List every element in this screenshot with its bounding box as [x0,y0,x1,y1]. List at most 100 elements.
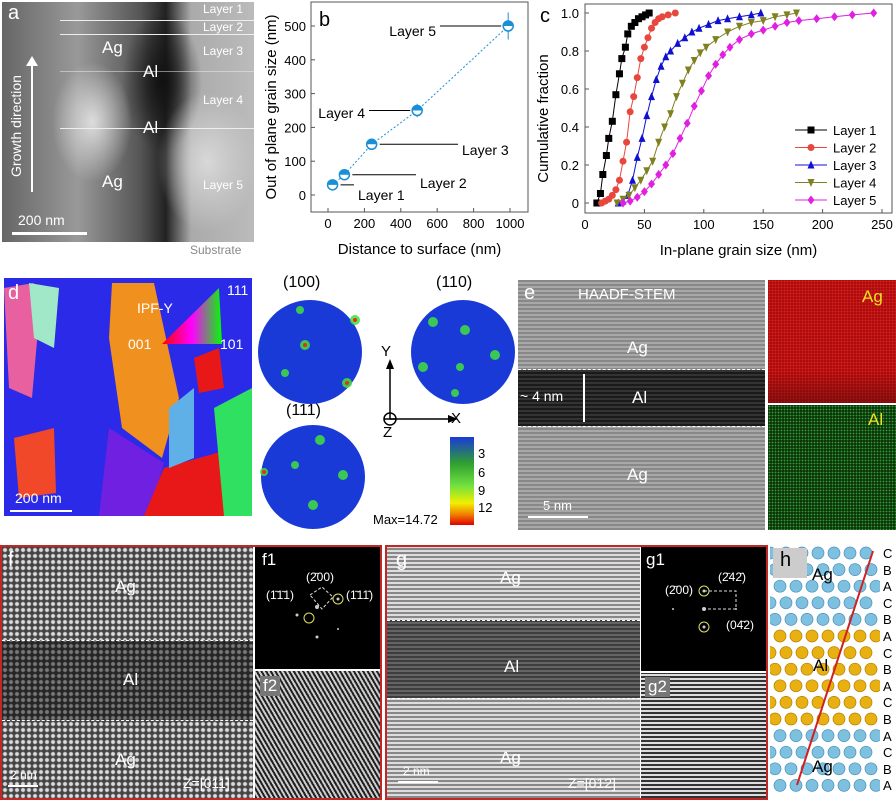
max-intensity-label: Max=14.72 [373,512,438,527]
ag-label: Ag [812,757,833,776]
x-axis-label-c: In-plane grain size (nm) [660,242,818,259]
legend-marker [807,179,815,187]
y-tick-label: 0.8 [561,44,579,59]
eds-map-al [768,405,896,530]
al-atom [864,712,878,726]
data-point [630,93,638,101]
y-tick-label: 300 [284,87,306,102]
ag-atom [779,745,793,759]
layer-boundary [60,20,254,21]
interface-line [2,720,253,721]
x-tick-label: 400 [390,216,412,231]
ag-atom [811,596,825,610]
ag-label: Ag [115,750,136,769]
data-point [759,25,767,35]
ag-atom [770,613,782,626]
charts-b-c: b0 200 400 600 800 10000100200300400500Distan… [263,1,893,259]
ag-atom [816,563,830,576]
ag-atom [827,596,841,610]
layer-label: Layer 1 [203,2,244,16]
data-point [783,11,791,20]
data-point [747,29,755,39]
stacking-label: A [883,778,892,794]
spot-label: (04̄2) [726,618,755,632]
data-point [795,16,803,26]
data-point [724,14,732,23]
data-point [690,57,698,65]
layer-label: Layer 4 [203,93,244,107]
stacking-label: C [883,745,893,761]
data-point [638,133,646,142]
data-point [657,61,665,70]
ag-atom [811,745,825,759]
ag-label: Ag [102,38,123,57]
data-point [771,13,779,22]
legend-marker [807,126,815,134]
growth-arrow-icon [31,62,33,192]
spot-label: (1̄1̄1) [266,588,295,602]
ipf-triangle-icon [162,288,222,344]
data-point-fill [327,179,338,185]
al-atom [773,679,787,693]
x-tick-label: 800 [463,216,485,231]
al-atom [869,679,880,693]
ag-atom [805,779,819,792]
data-point [608,191,616,199]
panel-label-g1: g1 [646,550,665,569]
x-tick-label: 100 [693,217,715,232]
data-point [724,28,732,37]
layer-label: Layer 3 [203,44,244,58]
data-point [671,9,679,17]
stacking-label: B [883,562,892,578]
ag-atom [800,613,814,626]
al-label: Al [632,388,648,407]
thickness-label: ~ 4 nm [520,388,564,404]
al-atom [773,629,787,643]
data-point [648,24,656,32]
legend-label: Layer 5 [833,193,876,208]
data-point [747,19,755,27]
data-point [640,187,648,197]
data-point [714,16,722,25]
data-point [631,184,639,193]
data-point [605,134,613,142]
ag-atom [795,596,809,610]
data-point [599,171,607,178]
fft-spots-f1 [295,586,344,639]
y-tick-label: 200 [284,120,306,135]
data-point [669,149,677,159]
ag-atom [837,579,851,593]
layer-boundary [60,34,254,35]
ag-atom [811,546,825,560]
data-point [726,42,734,52]
data-point [676,133,684,143]
al-atom [811,646,825,659]
ag-atom [848,563,862,576]
data-point [643,111,651,120]
data-point [662,52,670,61]
data-point [735,12,743,21]
panel-label-g2: g2 [645,677,670,697]
al-atom [832,712,846,726]
data-point [644,34,652,42]
scale-bar-label: 2 nm [403,764,430,778]
data-point [629,175,637,184]
panel-g-frame [385,545,768,800]
data-point [608,117,616,125]
x-tick-label: 150 [752,217,774,232]
series-line [601,12,676,204]
data-point [719,50,727,60]
x-tick-label: 1000 [496,216,525,231]
al-atom [789,679,803,693]
ag-atom [843,745,857,759]
data-point [695,23,703,32]
ag-atom [773,729,787,742]
data-point [747,10,755,19]
data-point [648,179,656,189]
ag-atom [832,613,846,626]
layer-label: Layer 5 [203,178,244,192]
ag-atom [853,729,867,742]
al-atom [864,662,878,676]
ag-atom [869,779,880,792]
stacking-label: C [883,546,893,561]
